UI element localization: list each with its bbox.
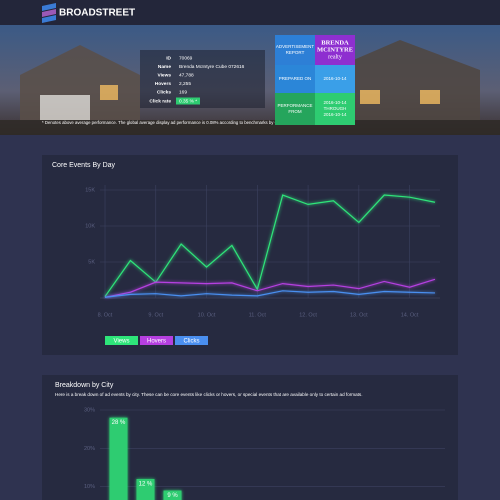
x-tick-label: 12. Oct	[299, 312, 317, 318]
field-value: 47,788	[179, 72, 194, 78]
x-tick-label: 8. Oct	[98, 312, 113, 318]
chart-subtitle: Here is a break down of ad events by cit…	[55, 392, 363, 397]
field-label: Name	[158, 64, 171, 70]
info-backdrop	[140, 50, 265, 108]
bar-label: 12 %	[139, 482, 153, 488]
panel-cell	[315, 93, 355, 125]
bar	[109, 417, 128, 500]
y-tick-label: 30%	[84, 407, 95, 413]
bar	[163, 490, 182, 500]
field-value: 2,255	[179, 81, 191, 87]
y-tick-label: 10%	[84, 484, 95, 490]
report-panel: ADVERTISEMENT REPORT BRENDA MCINTYRE rea…	[275, 35, 355, 125]
panel-label: PERFORMANCE	[277, 103, 312, 108]
brand: BRENDA	[321, 39, 349, 46]
brand: realty	[328, 54, 342, 60]
x-tick-label: 14. Oct	[401, 312, 419, 318]
field-label: ID	[166, 55, 171, 61]
y-tick-label: 10K	[85, 223, 95, 229]
bar-label: 9 %	[167, 493, 178, 499]
panel-label: FROM	[288, 109, 301, 114]
top-bar	[0, 0, 500, 25]
legend-swatch	[105, 336, 138, 345]
panel-cell	[315, 65, 355, 93]
chart-panel	[42, 155, 458, 355]
x-tick-label: 9. Oct	[148, 312, 163, 318]
chart-title: Breakdown by City	[55, 382, 114, 389]
info-table: ID 70069 Name Brenda McIntyre Cube 072616 Vi…	[149, 55, 245, 105]
series-line	[104, 290, 436, 298]
panel-cell	[275, 65, 315, 93]
field-value: 169	[179, 90, 187, 96]
brand-cell	[315, 35, 355, 65]
panel-cell	[275, 93, 315, 125]
logo-icon	[42, 3, 56, 23]
field-label: Views	[157, 72, 171, 78]
footnote: * Denotes above average performance. The…	[42, 120, 290, 125]
series-line	[104, 278, 436, 298]
panel-value: 2016-10-14	[323, 76, 347, 81]
y-tick-label: 20%	[84, 446, 95, 452]
field-label: Hovers	[155, 81, 172, 87]
x-tick-label: 10. Oct	[198, 312, 216, 318]
field-value: 70069	[179, 55, 193, 61]
legend-swatch	[140, 336, 173, 345]
field-value: Brenda McIntyre Cube 072616	[179, 64, 245, 70]
panel-value: 2016-10-14	[323, 100, 347, 105]
x-tick-label: 11. Oct	[249, 312, 267, 318]
panel-value: THROUGH	[324, 106, 347, 111]
y-tick-label: 15K	[85, 187, 95, 193]
bar-label: 28 %	[112, 420, 126, 426]
panel-title: REPORT	[286, 50, 305, 55]
panel-value: 2016-10-14	[323, 112, 347, 117]
panel-title: ADVERTISEMENT	[276, 44, 314, 49]
chart-title: Core Events By Day	[52, 162, 116, 169]
field-value: 0.35 % *	[179, 98, 197, 104]
field-label: Clicks	[157, 90, 171, 96]
panel-cell	[275, 35, 315, 65]
panel-label: PREPARED ON	[279, 76, 311, 81]
legend-label: Views	[114, 338, 130, 344]
highlight	[176, 97, 200, 105]
legend-swatch	[175, 336, 208, 345]
y-tick-label: 5K	[88, 259, 95, 265]
field-label: Click rate	[149, 98, 171, 104]
house-illustration	[0, 40, 500, 135]
bar	[136, 479, 155, 500]
legend-label: Clicks	[184, 338, 200, 344]
brand: MCINTYRE	[317, 46, 353, 53]
logo: BROADSTREET	[59, 8, 135, 19]
x-tick-label: 13. Oct	[350, 312, 368, 318]
legend-label: Hovers	[147, 338, 166, 344]
series-line	[104, 194, 436, 297]
